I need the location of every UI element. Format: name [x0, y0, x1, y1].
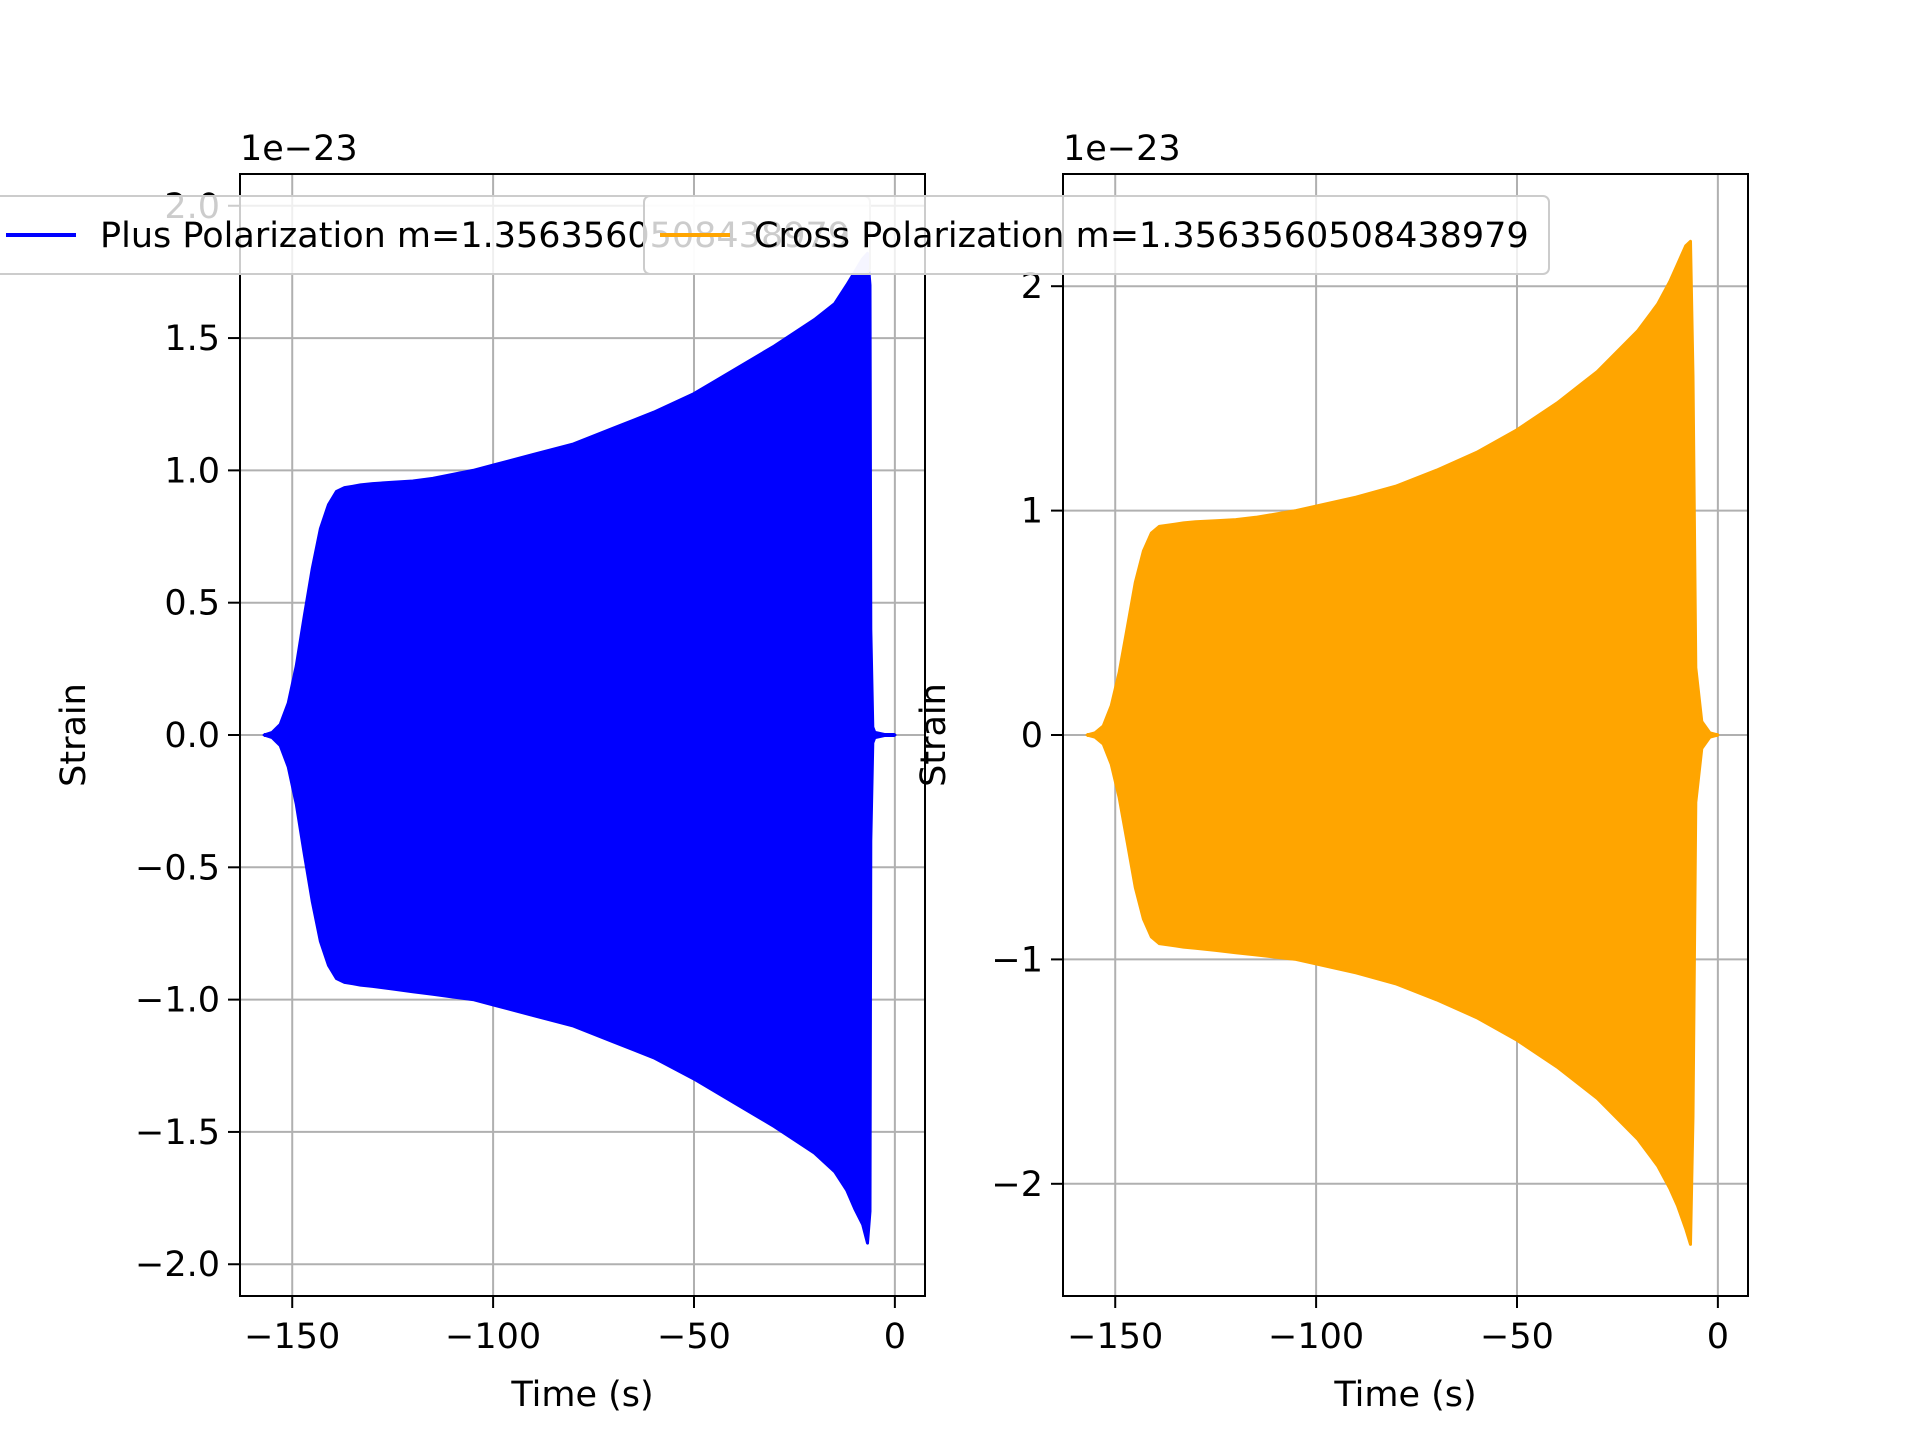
y-tick-label: 2	[1021, 267, 1043, 307]
x-tick-label: −100	[1268, 1317, 1364, 1357]
x-tick-label: −50	[657, 1317, 731, 1357]
series-area	[1085, 239, 1720, 1246]
legend-frame	[643, 195, 1550, 275]
legend-label: Cross Polarization m=1.3563560508438979	[754, 216, 1529, 256]
y-tick-label: −0.5	[135, 848, 220, 888]
y-tick-label: 0.5	[164, 584, 220, 624]
axis-offset-label: 1e−23	[240, 129, 358, 169]
y-tick-label: −1	[991, 940, 1043, 980]
y-tick-label: 0.0	[164, 716, 220, 756]
legend: Cross Polarization m=1.3563560508438979	[643, 195, 1550, 275]
y-axis-label: Strain	[914, 683, 954, 787]
subplot-left: −150 −100 −50 0 −2.0 −1.5 −1.0 −0.5 0.0 0.5 1.0 1.5…	[0, 129, 926, 1415]
y-tick-label: −1.0	[135, 981, 220, 1021]
y-tick-label: 1.5	[164, 319, 220, 359]
x-tick-label: −150	[1067, 1317, 1163, 1357]
axis-offset-label: 1e−23	[1063, 129, 1181, 169]
y-tick-label: 1.0	[164, 451, 220, 491]
x-tick-label: −50	[1480, 1317, 1554, 1357]
y-tick-label: −1.5	[135, 1113, 220, 1153]
y-tick-label: −2.0	[135, 1245, 220, 1285]
y-tick-label: −2	[991, 1165, 1043, 1205]
x-tick-label: 0	[884, 1317, 906, 1357]
x-axis-label: Time (s)	[510, 1375, 653, 1415]
x-tick-label: 0	[1707, 1317, 1729, 1357]
x-axis-label: Time (s)	[1333, 1375, 1476, 1415]
series-area	[262, 251, 897, 1245]
x-tick-label: −100	[445, 1317, 541, 1357]
y-tick-label: 1	[1021, 492, 1043, 532]
y-axis-label: Strain	[54, 683, 94, 787]
subplot-right: −150 −100 −50 0 −2 −1 0 1 2 Time (s) Strain 1e−23 Cr…	[643, 129, 1749, 1415]
y-tick-label: 0	[1021, 716, 1043, 756]
x-tick-label: −150	[244, 1317, 340, 1357]
